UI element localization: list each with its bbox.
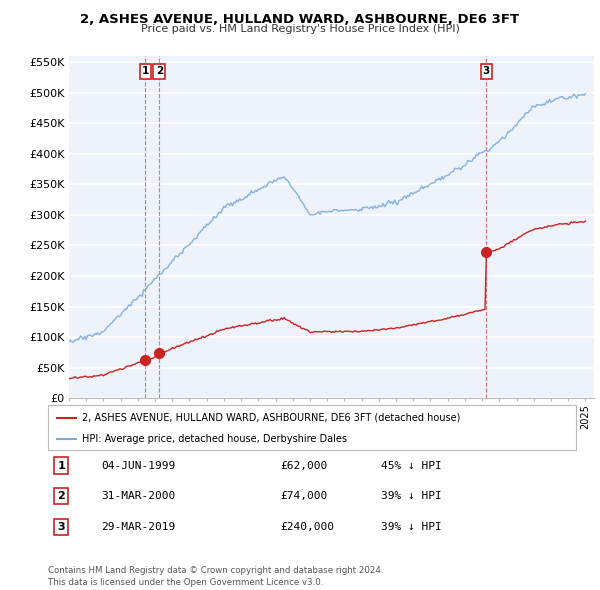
Text: 45% ↓ HPI: 45% ↓ HPI [380, 461, 442, 470]
Text: £240,000: £240,000 [280, 522, 334, 532]
Text: £62,000: £62,000 [280, 461, 328, 470]
Text: 1: 1 [142, 67, 149, 77]
Text: 39% ↓ HPI: 39% ↓ HPI [380, 522, 442, 532]
Text: 29-MAR-2019: 29-MAR-2019 [101, 522, 175, 532]
Text: 3: 3 [58, 522, 65, 532]
Text: 3: 3 [483, 67, 490, 77]
Text: HPI: Average price, detached house, Derbyshire Dales: HPI: Average price, detached house, Derb… [82, 434, 347, 444]
Text: Contains HM Land Registry data © Crown copyright and database right 2024.
This d: Contains HM Land Registry data © Crown c… [48, 566, 383, 587]
Text: 2: 2 [58, 491, 65, 501]
Text: 1: 1 [58, 461, 65, 470]
Text: 39% ↓ HPI: 39% ↓ HPI [380, 491, 442, 501]
Text: 04-JUN-1999: 04-JUN-1999 [101, 461, 175, 470]
Text: 31-MAR-2000: 31-MAR-2000 [101, 491, 175, 501]
Text: £74,000: £74,000 [280, 491, 328, 501]
Text: Price paid vs. HM Land Registry's House Price Index (HPI): Price paid vs. HM Land Registry's House … [140, 24, 460, 34]
Text: 2, ASHES AVENUE, HULLAND WARD, ASHBOURNE, DE6 3FT (detached house): 2, ASHES AVENUE, HULLAND WARD, ASHBOURNE… [82, 413, 461, 422]
Text: 2, ASHES AVENUE, HULLAND WARD, ASHBOURNE, DE6 3FT: 2, ASHES AVENUE, HULLAND WARD, ASHBOURNE… [80, 13, 520, 26]
Text: 2: 2 [156, 67, 163, 77]
